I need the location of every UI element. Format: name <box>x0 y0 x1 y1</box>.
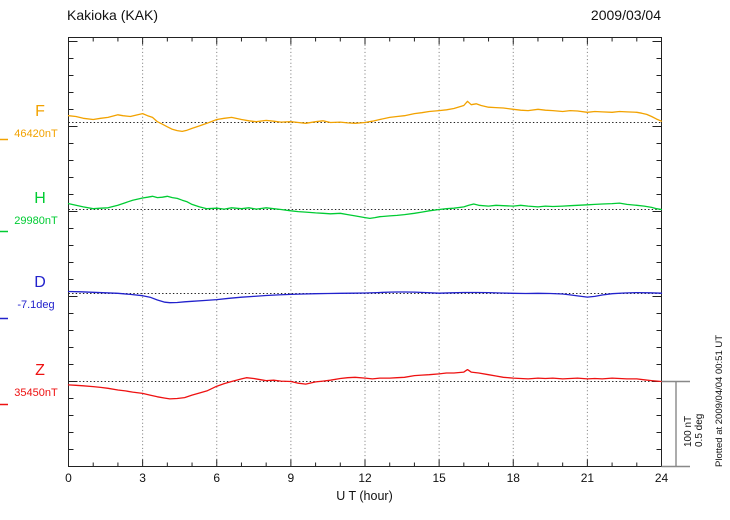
x-tick-label-3: 3 <box>139 471 146 485</box>
scale-bar-nt-label: 100 nT <box>683 415 694 447</box>
observation-date: 2009/03/04 <box>590 7 661 23</box>
series-letter-Z: Z <box>35 361 45 379</box>
x-tick-label-0: 0 <box>65 471 72 485</box>
x-tick-label-24: 24 <box>654 471 669 485</box>
x-axis-title: U T (hour) <box>336 489 393 503</box>
scale-bar-labels: 100 nT 0.5 deg <box>683 414 705 447</box>
series-baseline-value-F: 46420nT <box>14 127 58 140</box>
series-letter-D: D <box>34 273 46 291</box>
plot-frame <box>68 37 662 467</box>
x-tick-label-6: 6 <box>213 471 221 485</box>
series-baseline-value-Z: 35450nT <box>14 386 58 399</box>
station-title: Kakioka (KAK) <box>67 7 159 23</box>
x-tick-label-12: 12 <box>358 471 372 485</box>
trace-F <box>67 100 663 133</box>
trace-Z <box>67 368 663 400</box>
series-letter-F: F <box>35 102 45 120</box>
trace-D <box>67 290 663 304</box>
x-tick-label-15: 15 <box>432 471 446 485</box>
x-tick-label-9: 9 <box>287 471 295 485</box>
trace-H <box>67 195 663 220</box>
series-baseline-value-H: 29980nT <box>14 214 58 227</box>
scale-bar-deg-label: 0.5 deg <box>694 413 705 447</box>
series-baseline-value-D: -7.1deg <box>17 298 55 311</box>
series-letter-H: H <box>34 189 46 207</box>
plotted-at-note: Plotted at 2009/04/04 00:51 UT <box>714 334 725 467</box>
x-tick-label-21: 21 <box>580 471 595 485</box>
x-tick-label-18: 18 <box>506 471 520 485</box>
